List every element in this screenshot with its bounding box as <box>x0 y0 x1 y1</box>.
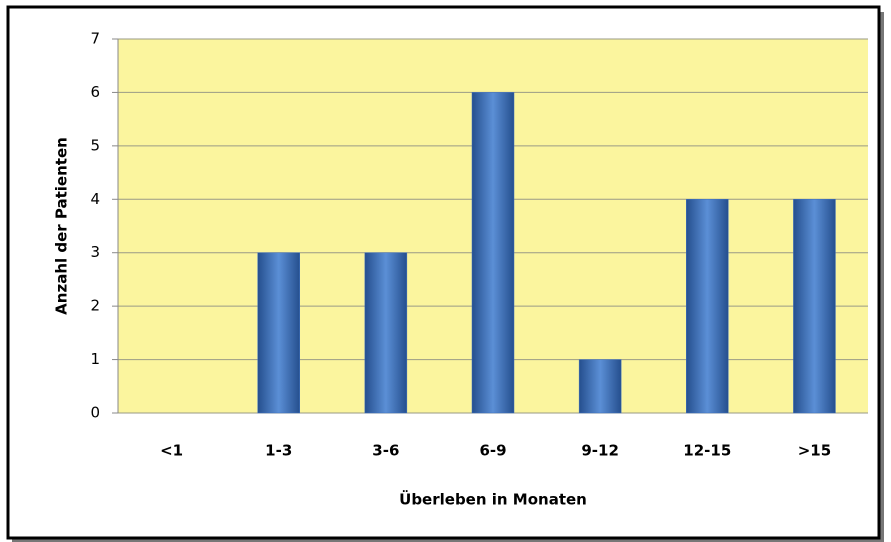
y-tick-label: 4 <box>90 190 100 208</box>
y-tick-label: 7 <box>90 30 100 48</box>
x-tick-label: <1 <box>160 442 183 460</box>
bar <box>257 252 300 414</box>
y-tick-label: 1 <box>90 350 100 368</box>
y-tick-label: 5 <box>90 136 100 154</box>
x-tick-label: 6-9 <box>479 442 506 460</box>
y-tick-label: 6 <box>90 83 100 101</box>
x-axis-label: Überleben in Monaten <box>399 490 587 509</box>
bar <box>364 252 408 414</box>
x-tick-label: 3-6 <box>372 442 399 460</box>
y-axis-label: Anzahl der Patienten <box>53 137 71 315</box>
bar <box>578 359 622 414</box>
bar <box>686 199 729 414</box>
x-tick-label: >15 <box>798 442 831 460</box>
bar <box>471 92 515 414</box>
y-tick-label: 3 <box>90 243 100 261</box>
y-tick-label: 2 <box>90 297 100 315</box>
bar <box>793 199 836 414</box>
x-tick-label: 1-3 <box>265 442 292 460</box>
x-tick-label: 9-12 <box>581 442 619 460</box>
y-tick-label: 0 <box>90 404 100 422</box>
x-tick-label: 12-15 <box>683 442 731 460</box>
